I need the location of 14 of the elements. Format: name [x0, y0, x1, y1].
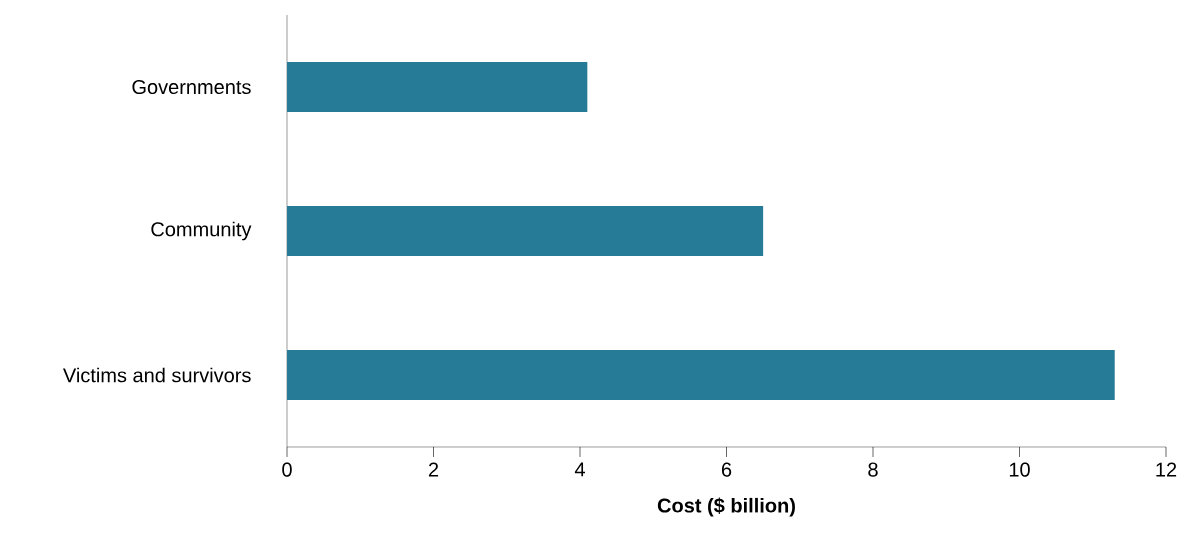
x-tick-label: 10	[1009, 462, 1030, 477]
x-tick-label: 12	[1156, 462, 1177, 477]
x-tick-label: 0	[282, 462, 292, 477]
x-tick-label: 8	[868, 462, 878, 477]
x-axis-title: Cost ($ billion)	[657, 497, 795, 517]
bar	[287, 62, 588, 112]
x-tick-label: 2	[428, 462, 439, 477]
x-tick-label: 6	[721, 462, 732, 477]
bar	[287, 350, 1115, 400]
y-tick-label: Victims and survivors	[63, 367, 251, 383]
x-tick-label: 4	[574, 462, 585, 477]
bar	[287, 206, 764, 256]
y-tick-label: Governments	[132, 79, 251, 95]
y-tick-label: Community	[151, 221, 252, 241]
